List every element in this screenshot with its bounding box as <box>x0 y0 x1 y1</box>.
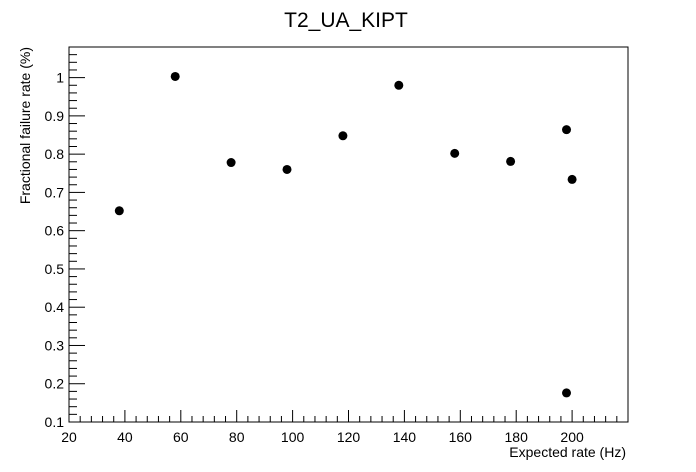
x-tick-label: 120 <box>337 429 361 445</box>
y-tick-label: 0.4 <box>45 299 65 315</box>
data-point <box>567 174 577 184</box>
plot-frame <box>68 46 629 423</box>
x-tick-label: 20 <box>61 429 77 445</box>
data-point <box>338 131 348 141</box>
x-tick-label: 200 <box>560 429 584 445</box>
x-axis-label: Expected rate (Hz) <box>509 444 626 460</box>
data-point <box>506 156 516 166</box>
y-tick-label: 0.7 <box>45 184 65 200</box>
data-point <box>394 80 404 90</box>
y-tick-label: 1 <box>56 70 64 86</box>
y-tick-label: 0.8 <box>45 146 65 162</box>
x-tick-label: 160 <box>449 429 473 445</box>
data-points <box>114 71 577 398</box>
data-point <box>170 71 180 81</box>
x-axis: 20 40 60 80 100 120 140 160 180 200 <box>61 410 629 445</box>
y-tick-label: 0.5 <box>45 261 65 277</box>
data-point <box>282 164 292 174</box>
y-tick-label: 0.9 <box>45 108 65 124</box>
x-tick-label: 60 <box>173 429 189 445</box>
data-point <box>450 148 460 158</box>
y-tick-label: 0.2 <box>45 376 65 392</box>
data-point <box>562 125 572 135</box>
y-tick-label: 0.1 <box>45 414 65 430</box>
data-point <box>114 206 124 216</box>
y-axis: 0.1 0.2 0.3 0.4 0.5 0.6 0.7 0.8 0.9 1 <box>45 46 85 430</box>
x-tick-label: 180 <box>505 429 529 445</box>
y-tick-label: 0.3 <box>45 337 65 353</box>
x-tick-label: 80 <box>229 429 245 445</box>
data-point <box>226 158 236 168</box>
x-tick-label: 100 <box>281 429 305 445</box>
data-point <box>562 388 572 398</box>
chart-title: T2_UA_KIPT <box>284 9 408 32</box>
x-tick-label: 140 <box>393 429 417 445</box>
x-tick-label: 40 <box>117 429 133 445</box>
y-tick-label: 0.6 <box>45 223 65 239</box>
y-axis-label: Fractional failure rate (%) <box>17 47 33 204</box>
